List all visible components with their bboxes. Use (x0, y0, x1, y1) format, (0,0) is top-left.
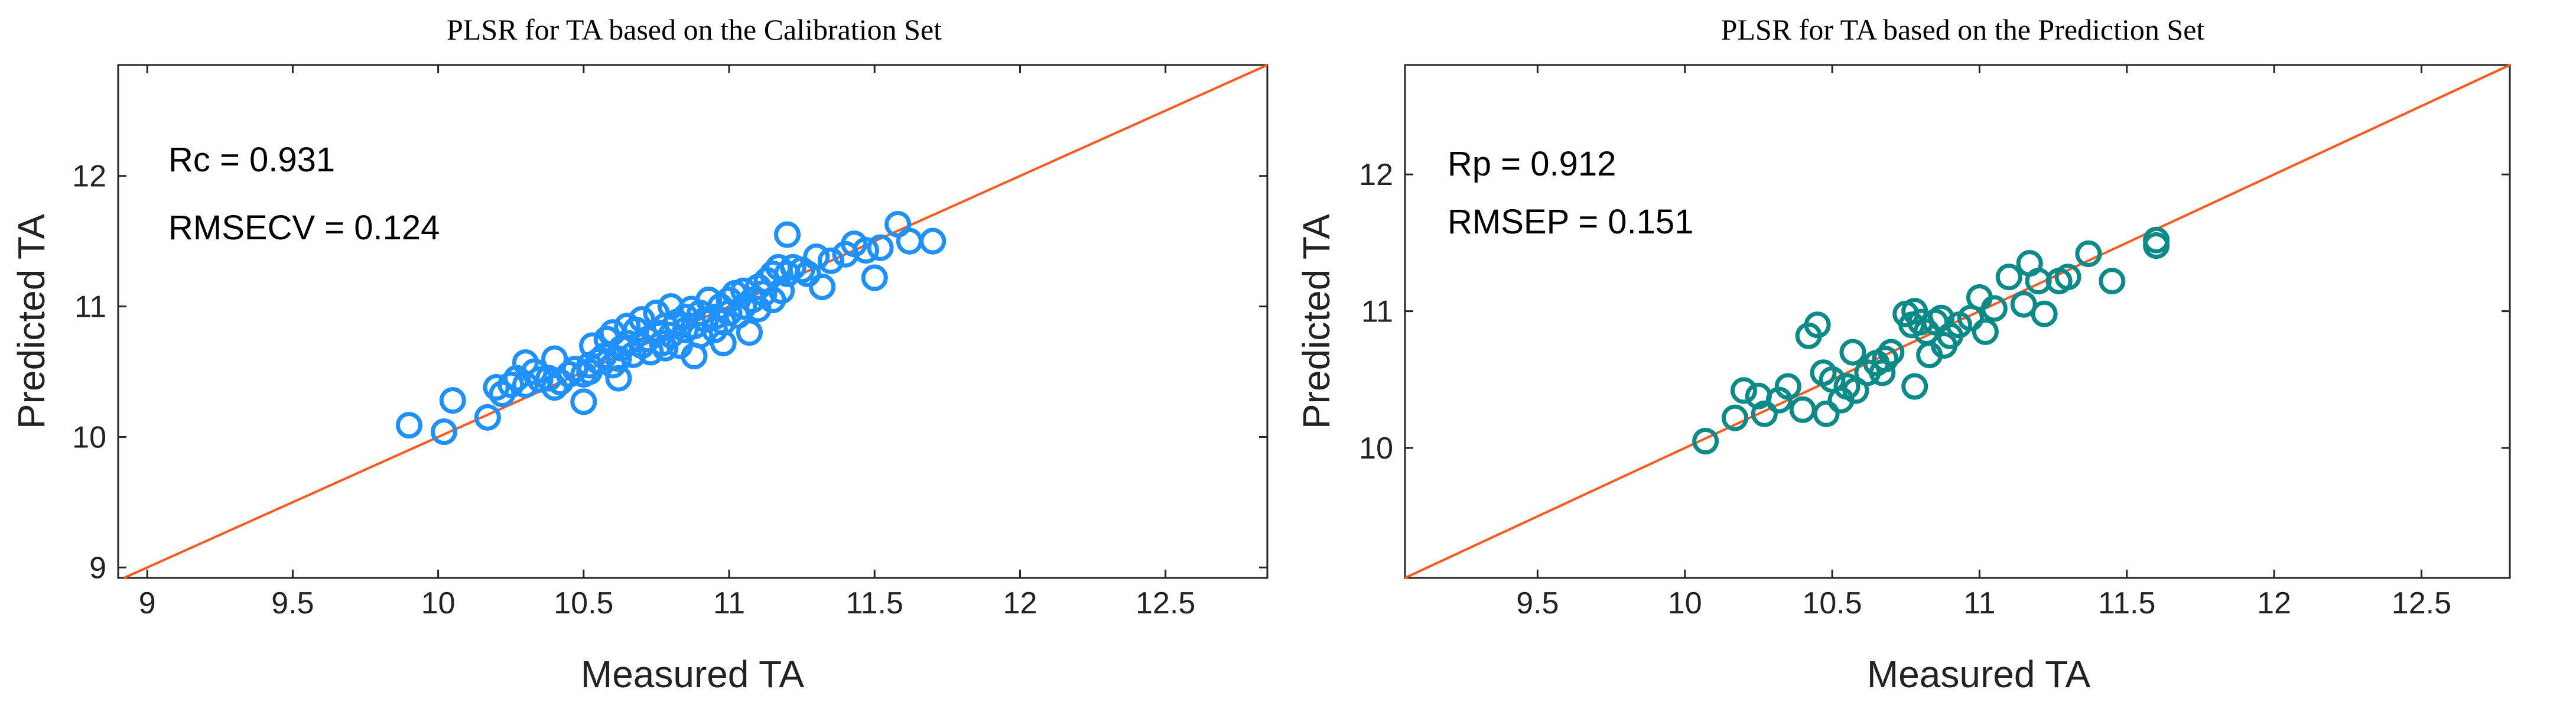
x-tick-label: 9 (139, 586, 156, 620)
data-points (395, 210, 947, 446)
x-tick-label: 10 (421, 586, 456, 620)
data-point (861, 264, 888, 291)
x-tick-label: 12 (2257, 586, 2291, 620)
data-point (576, 358, 603, 385)
data-point (681, 343, 708, 370)
data-point (1774, 373, 1801, 400)
data-point (1839, 339, 1866, 366)
y-tick-label: 9 (89, 551, 106, 585)
x-tick-label: 9.5 (271, 586, 314, 620)
x-tick-label: 11 (713, 586, 745, 620)
data-point (1878, 339, 1905, 366)
tick-marks (118, 65, 1267, 578)
y-tick-label: 12 (72, 160, 106, 194)
data-point (474, 404, 501, 431)
data-point (1804, 311, 1831, 339)
prediction-panel: PLSR for TA based on the Prediction Set … (1295, 13, 2511, 696)
x-tick-label: 11.5 (2098, 586, 2155, 620)
tick-marks (1405, 65, 2510, 578)
x-axis-label: Measured TA (1867, 653, 2091, 696)
data-point (439, 387, 466, 414)
x-tick-labels: 9.5 10 10.5 11 11.5 12 12.5 (1516, 586, 2451, 620)
data-point (809, 273, 836, 300)
calibration-panel: PLSR for TA based on the Calibration Set… (10, 13, 1269, 696)
data-points (1692, 226, 2170, 455)
data-point (541, 374, 568, 401)
data-point (1980, 295, 2008, 322)
data-point (1730, 377, 1757, 404)
x-tick-label: 12 (1003, 586, 1037, 620)
data-point (2143, 232, 2170, 259)
data-point (1765, 386, 1793, 414)
y-axis-label: Predicted TA (1295, 214, 1338, 429)
x-tick-label: 9.5 (1516, 586, 1559, 620)
rc-annotation: Rc = 0.931 (168, 141, 335, 179)
x-tick-label: 11 (1963, 586, 1995, 620)
data-point (2099, 268, 2126, 295)
y-tick-label: 11 (1361, 295, 1393, 329)
chart-title: PLSR for TA based on the Prediction Set (1721, 13, 2205, 46)
rp-annotation: Rp = 0.912 (1448, 145, 1616, 183)
data-point (736, 319, 763, 346)
data-point (1692, 428, 1719, 455)
reference-line-y-equals-x (1404, 64, 2510, 579)
data-point (570, 388, 597, 415)
y-tick-label: 10 (72, 420, 106, 454)
data-point (710, 329, 737, 356)
data-point (2010, 291, 2037, 318)
x-tick-label: 12.5 (2392, 586, 2451, 620)
data-point (867, 234, 894, 261)
data-point (2054, 264, 2081, 291)
reference-line (1404, 64, 2510, 579)
data-point (803, 243, 830, 271)
y-tick-labels: 10 11 12 (1359, 158, 1393, 466)
x-tick-label: 11.5 (846, 586, 903, 620)
data-point (817, 247, 844, 274)
data-point (1872, 346, 1899, 373)
data-point (2075, 240, 2102, 267)
data-point (774, 221, 801, 248)
data-point (1722, 404, 1749, 431)
data-point (497, 371, 525, 398)
data-point (541, 345, 568, 372)
data-point (1995, 264, 2022, 291)
data-point (919, 228, 947, 255)
y-tick-label: 11 (74, 290, 106, 324)
data-point (1972, 318, 1999, 345)
data-point (1751, 400, 1778, 427)
x-tick-label: 10.5 (1802, 586, 1862, 620)
data-point (1842, 377, 1869, 404)
x-tick-label: 10.5 (554, 586, 613, 620)
y-tick-label: 12 (1359, 158, 1393, 192)
x-tick-label: 10 (1668, 586, 1702, 620)
data-point (395, 412, 422, 439)
x-tick-label: 12.5 (1136, 586, 1195, 620)
data-point (852, 237, 879, 264)
rmsep-annotation: RMSEP = 0.151 (1448, 203, 1693, 241)
data-point (1813, 400, 1840, 427)
rmsecv-annotation: RMSECV = 0.124 (168, 209, 440, 247)
y-tick-labels: 9 10 11 12 (72, 160, 106, 586)
y-tick-label: 10 (1359, 431, 1393, 466)
data-point (774, 260, 801, 287)
x-tick-labels: 9 9.5 10 10.5 11 11.5 12 12.5 (139, 586, 1195, 620)
x-axis-label: Measured TA (581, 653, 805, 696)
data-point (652, 334, 679, 362)
data-point (768, 277, 795, 304)
data-point (1901, 373, 1928, 400)
data-point (2031, 300, 2058, 327)
y-axis-label: Predicted TA (10, 214, 53, 429)
data-point (605, 365, 632, 392)
chart-title: PLSR for TA based on the Calibration Set (447, 13, 942, 46)
data-point (1901, 298, 1928, 325)
data-point (430, 418, 457, 446)
